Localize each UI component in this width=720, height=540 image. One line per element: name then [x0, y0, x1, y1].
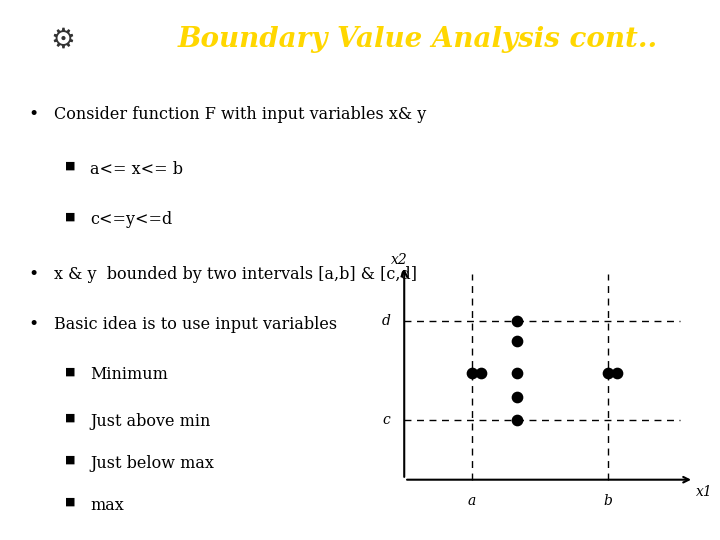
Text: ■: ■ — [65, 496, 76, 507]
Text: Boundary Value Analysis cont..: Boundary Value Analysis cont.. — [178, 26, 657, 53]
Text: c: c — [383, 413, 391, 427]
Point — [512, 392, 523, 401]
Point — [475, 368, 487, 377]
Text: © Bharati Vidyapeeth's Institute of Computer Applications and Management, New De: © Bharati Vidyapeeth's Institute of Comp… — [7, 518, 428, 527]
Text: b: b — [603, 494, 612, 508]
Point — [611, 368, 623, 377]
Text: ■: ■ — [65, 455, 76, 464]
Text: Minimum: Minimum — [90, 367, 168, 383]
Text: a<= x<= b: a<= x<= b — [90, 161, 183, 178]
Point — [512, 416, 523, 424]
Text: ■: ■ — [65, 211, 76, 221]
Text: x & y  bounded by two intervals [a,b] & [c,d]: x & y bounded by two intervals [a,b] & [… — [54, 266, 417, 283]
Text: ■: ■ — [65, 161, 76, 171]
Text: c<=y<=d: c<=y<=d — [90, 211, 172, 228]
Text: Consider function F with input variables x& y: Consider function F with input variables… — [54, 106, 426, 123]
Point — [512, 337, 523, 346]
Text: x1: x1 — [696, 484, 713, 498]
Text: •: • — [29, 106, 39, 123]
Point — [602, 368, 613, 377]
Point — [512, 317, 523, 326]
Text: •: • — [29, 316, 39, 333]
Text: a: a — [468, 494, 476, 508]
Text: max: max — [90, 496, 124, 514]
Text: Basic idea is to use input variables: Basic idea is to use input variables — [54, 316, 337, 333]
Text: ⚙: ⚙ — [50, 26, 76, 54]
Text: ■: ■ — [65, 413, 76, 423]
Point — [512, 368, 523, 377]
Point — [467, 368, 478, 377]
Text: x2: x2 — [392, 253, 408, 267]
Text: ■: ■ — [65, 367, 76, 376]
Text: 18 19
4.: 18 19 4. — [672, 513, 698, 532]
Text: Just below max: Just below max — [90, 455, 214, 471]
Text: Just above min: Just above min — [90, 413, 210, 430]
Text: •: • — [29, 266, 39, 283]
Text: d: d — [382, 314, 391, 328]
